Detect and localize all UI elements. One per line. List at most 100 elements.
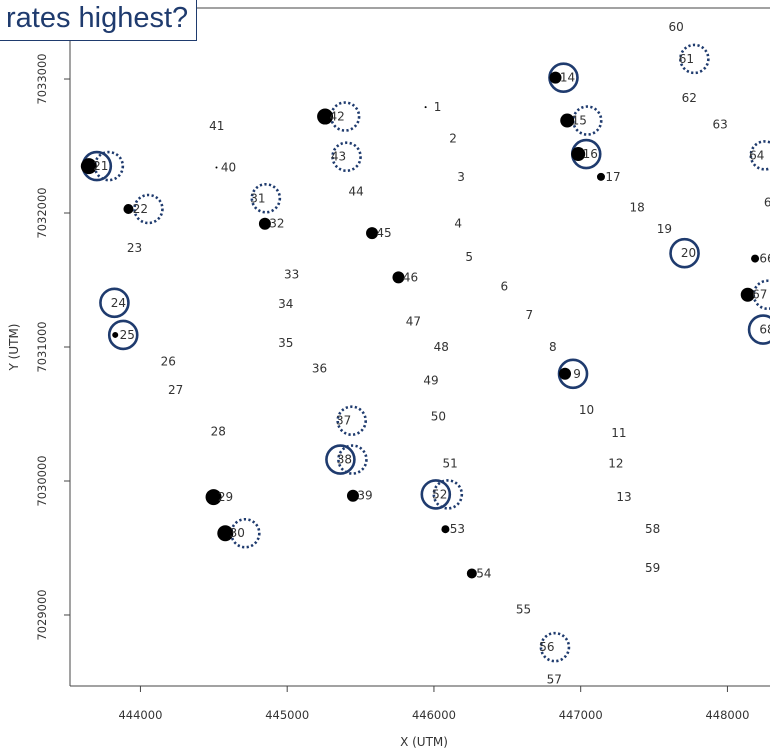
site-label: 36	[312, 361, 327, 375]
site-label: 30	[230, 526, 245, 540]
site-7: 7	[526, 308, 534, 322]
site-label: 65	[764, 195, 770, 209]
site-52: 52	[420, 479, 464, 510]
site-label: 23	[127, 241, 142, 255]
dotted-ring	[539, 631, 571, 663]
site-label: 44	[349, 185, 364, 199]
site-19: 19	[657, 222, 672, 236]
x-tick-label: 447000	[559, 708, 603, 722]
y-tick-label: 7032000	[35, 187, 49, 238]
site-dot	[596, 172, 605, 181]
site-51: 51	[442, 457, 457, 471]
site-65: 65	[764, 195, 770, 209]
site-label: 63	[712, 118, 727, 132]
solid-ring	[99, 287, 130, 319]
site-label: 21	[93, 159, 108, 173]
slide-title-box: rates highest?	[0, 0, 198, 41]
site-1: 1	[424, 100, 442, 114]
site-label: 48	[434, 340, 449, 354]
site-label: 15	[572, 114, 587, 128]
site-label: 4	[454, 217, 462, 231]
y-tick-label: 7030000	[35, 455, 49, 506]
site-11: 11	[611, 426, 626, 440]
site-59: 59	[645, 561, 660, 575]
site-56: 56	[539, 631, 571, 663]
site-dot	[366, 227, 379, 240]
dotted-ring	[752, 279, 770, 311]
site-label: 54	[476, 566, 491, 580]
site-6: 6	[501, 280, 509, 294]
site-dot	[466, 568, 477, 579]
site-14: 14	[548, 62, 579, 93]
site-label: 3	[457, 170, 465, 184]
site-dot	[559, 367, 572, 380]
site-12: 12	[608, 457, 623, 471]
site-33: 33	[284, 268, 299, 282]
site-2: 2	[449, 132, 457, 146]
site-label: 9	[573, 367, 581, 381]
x-tick-label: 448000	[705, 708, 749, 722]
site-label: 17	[605, 170, 620, 184]
site-label: 33	[284, 268, 299, 282]
site-label: 28	[211, 424, 226, 438]
site-61: 61	[679, 43, 710, 75]
y-ticks: 7029000 7030000 7031000 7032000 7033000	[35, 53, 70, 641]
solid-ring	[669, 237, 700, 269]
site-label: 22	[133, 202, 148, 216]
site-label: 60	[668, 20, 683, 34]
site-dot	[80, 158, 97, 175]
solid-ring	[747, 314, 770, 345]
site-label: 51	[442, 457, 457, 471]
site-label: 8	[549, 340, 557, 354]
site-57: 57	[547, 672, 562, 686]
site-label: 61	[679, 52, 694, 66]
x-ticks: 444000 445000 446000 447000 448000	[118, 686, 749, 722]
site-40: 40	[215, 160, 236, 174]
site-label: 20	[681, 246, 696, 260]
site-label: 34	[278, 297, 293, 311]
site-50: 50	[431, 410, 446, 424]
site-24: 24	[99, 287, 130, 319]
site-63: 63	[712, 118, 727, 132]
site-label: 45	[376, 226, 391, 240]
site-26: 26	[161, 355, 176, 369]
site-label: 53	[450, 522, 465, 536]
site-label: 31	[250, 191, 265, 205]
site-27: 27	[168, 383, 183, 397]
site-label: 32	[269, 217, 284, 231]
site-label: 49	[423, 373, 438, 387]
site-label: 47	[406, 315, 421, 329]
site-label: 25	[120, 328, 135, 342]
site-label: 62	[682, 91, 697, 105]
site-3: 3	[457, 170, 465, 184]
site-15: 15	[560, 105, 603, 136]
site-dot	[441, 525, 450, 534]
site-30: 30	[217, 517, 261, 549]
site-label: 1	[434, 100, 442, 114]
site-5: 5	[465, 250, 473, 264]
site-dot	[317, 108, 334, 125]
site-label: 41	[209, 119, 224, 133]
site-54: 54	[466, 566, 491, 580]
site-60: 60	[668, 20, 683, 34]
site-label: 29	[218, 490, 233, 504]
site-47: 47	[406, 315, 421, 329]
site-label: 7	[526, 308, 534, 322]
site-label: 2	[449, 132, 457, 146]
y-tick-label: 7029000	[35, 589, 49, 640]
site-label: 6	[501, 280, 509, 294]
site-label: 59	[645, 561, 660, 575]
site-label: 16	[583, 147, 598, 161]
site-label: 27	[168, 383, 183, 397]
x-tick-label: 444000	[118, 708, 162, 722]
site-39: 39	[346, 489, 373, 503]
site-41: 41	[209, 119, 224, 133]
solid-ring	[325, 444, 356, 475]
site-58: 58	[645, 522, 660, 536]
dotted-ring	[432, 479, 464, 510]
site-31: 31	[250, 182, 282, 214]
site-67: 67	[740, 279, 770, 311]
site-label: 46	[403, 270, 418, 284]
site-22: 22	[123, 193, 164, 225]
solid-ring	[420, 479, 452, 510]
